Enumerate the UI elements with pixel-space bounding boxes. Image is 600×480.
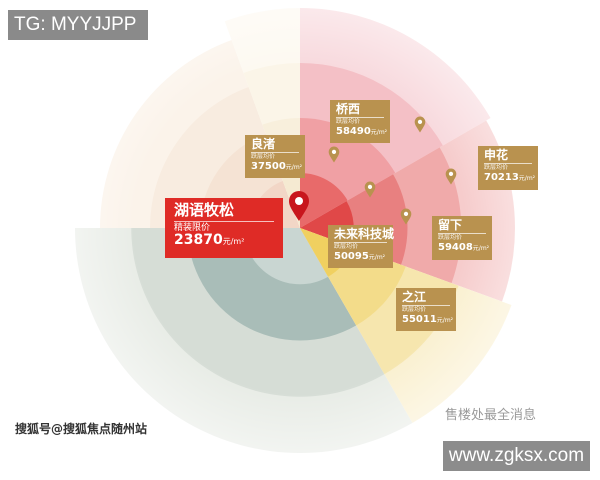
area-price-label: 跃层均价 — [251, 153, 276, 161]
area-name: 之江 — [402, 290, 450, 307]
featured-price-label: 精装限价 — [174, 222, 211, 233]
location-pin-icon — [445, 168, 457, 185]
area-unit: 元/m² — [518, 174, 536, 182]
area-price-label: 跃层均价 — [484, 164, 509, 172]
area-price: 50095 — [334, 250, 369, 262]
area-card-liuxia: 留下 跃层均价 59408元/m² — [432, 216, 492, 260]
featured-name: 湖语牧松 — [174, 202, 274, 222]
area-price: 55011 — [402, 313, 437, 325]
area-name: 申花 — [484, 148, 532, 165]
featured-price: 23870 — [174, 232, 223, 249]
area-price-label: 跃层均价 — [334, 243, 359, 251]
watermark-top: TG: MYYJJPP — [8, 10, 148, 40]
watermark-bottom-right: www.zgksx.com — [443, 441, 590, 471]
location-pin-icon — [364, 181, 376, 198]
area-name: 留下 — [438, 218, 486, 235]
area-price: 70213 — [484, 171, 519, 183]
location-pin-icon — [328, 146, 340, 163]
featured-card: 湖语牧松 精装限价 23870元/m² — [165, 198, 283, 258]
area-unit: 元/m² — [368, 253, 386, 261]
area-card-liangzhu: 良渚 跃层均价 37500元/m² — [245, 135, 305, 178]
area-price-label: 跃层均价 — [402, 306, 427, 314]
watermark-source: 搜狐号@搜狐焦点随州站 — [15, 422, 148, 436]
area-price-label: 跃层均价 — [336, 118, 361, 126]
area-name: 良渚 — [251, 137, 299, 154]
area-unit: 元/m² — [472, 244, 490, 252]
area-name: 未来科技城 — [334, 227, 394, 244]
location-pin-icon — [414, 116, 426, 133]
area-price: 59408 — [438, 241, 473, 253]
watermark-wechat: 售楼处最全消息 — [445, 408, 537, 423]
area-price: 37500 — [251, 160, 286, 172]
area-card-future-tech-city: 未来科技城 跃层均价 50095元/m² — [328, 225, 394, 268]
area-card-zhijiang: 之江 跃层均价 55011元/m² — [396, 288, 456, 331]
main-location-pin-icon — [289, 191, 309, 221]
location-pin-icon — [400, 208, 412, 225]
area-unit: 元/m² — [285, 163, 303, 171]
area-card-qiaoxi: 桥西 跃层均价 58490元/m² — [330, 100, 390, 143]
area-card-shenhua: 申花 跃层均价 70213元/m² — [478, 146, 538, 190]
area-price: 58490 — [336, 125, 371, 137]
area-price-label: 跃层均价 — [438, 234, 463, 242]
area-unit: 元/m² — [436, 316, 454, 324]
area-name: 桥西 — [336, 102, 384, 119]
featured-unit: 元/m² — [222, 237, 245, 247]
area-unit: 元/m² — [370, 128, 388, 136]
